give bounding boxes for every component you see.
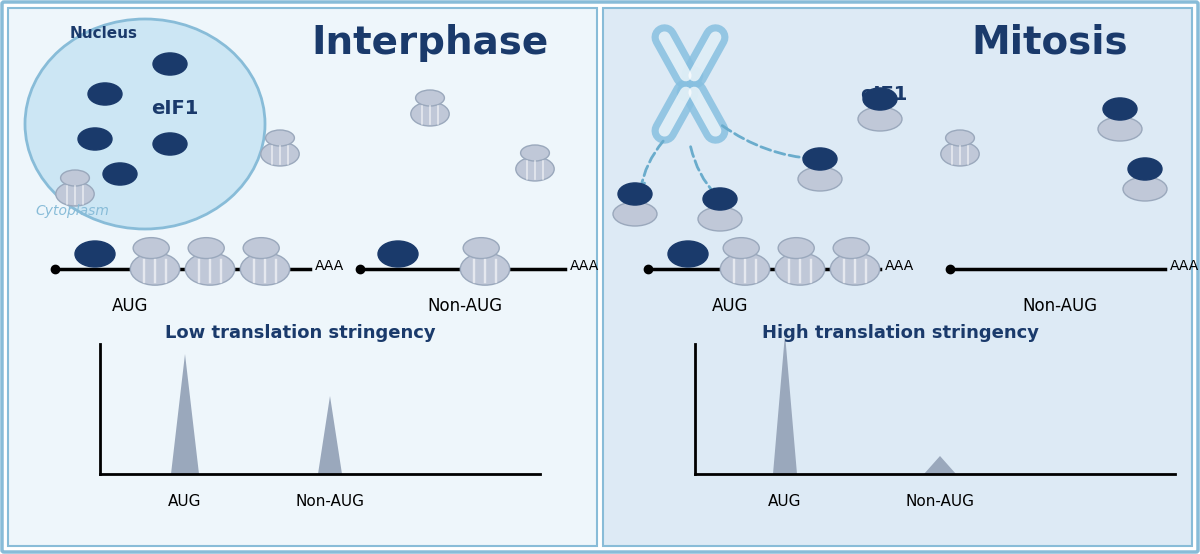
Text: Cytoplasm: Cytoplasm [35, 204, 109, 218]
Ellipse shape [1128, 158, 1162, 180]
Ellipse shape [25, 19, 265, 229]
Ellipse shape [461, 253, 510, 285]
Ellipse shape [830, 253, 880, 285]
Ellipse shape [803, 148, 838, 170]
Polygon shape [318, 396, 342, 474]
Ellipse shape [941, 142, 979, 166]
Ellipse shape [60, 170, 90, 186]
Text: AUG: AUG [712, 297, 749, 315]
FancyBboxPatch shape [8, 8, 598, 546]
Ellipse shape [463, 238, 499, 259]
Text: AAA: AAA [886, 259, 914, 273]
Ellipse shape [724, 238, 760, 259]
Ellipse shape [720, 253, 769, 285]
Polygon shape [924, 456, 956, 474]
Text: Mitosis: Mitosis [972, 24, 1128, 62]
Ellipse shape [74, 241, 115, 267]
Ellipse shape [78, 128, 112, 150]
Ellipse shape [698, 207, 742, 231]
Ellipse shape [858, 107, 902, 131]
Ellipse shape [798, 167, 842, 191]
Text: AUG: AUG [112, 297, 149, 315]
Text: Low translation stringency: Low translation stringency [164, 324, 436, 342]
Ellipse shape [260, 142, 299, 166]
Ellipse shape [863, 88, 898, 110]
Ellipse shape [1123, 177, 1166, 201]
Ellipse shape [833, 238, 869, 259]
Ellipse shape [133, 238, 169, 259]
Text: Nucleus: Nucleus [70, 26, 138, 41]
Ellipse shape [521, 145, 550, 161]
Ellipse shape [154, 133, 187, 155]
Polygon shape [172, 354, 199, 474]
Ellipse shape [185, 253, 235, 285]
Text: Non-AUG: Non-AUG [906, 494, 974, 509]
Text: Interphase: Interphase [311, 24, 548, 62]
Text: Non-AUG: Non-AUG [427, 297, 503, 315]
Ellipse shape [1098, 117, 1142, 141]
Ellipse shape [778, 238, 815, 259]
Text: High translation stringency: High translation stringency [762, 324, 1038, 342]
Ellipse shape [1103, 98, 1138, 120]
Text: AAA: AAA [570, 259, 599, 273]
Ellipse shape [240, 253, 289, 285]
Ellipse shape [946, 130, 974, 146]
Ellipse shape [103, 163, 137, 185]
Polygon shape [773, 334, 797, 474]
Text: AUG: AUG [168, 494, 202, 509]
Ellipse shape [775, 253, 824, 285]
Ellipse shape [415, 90, 444, 106]
Text: eIF1: eIF1 [860, 85, 907, 104]
Ellipse shape [378, 241, 418, 267]
Ellipse shape [88, 83, 122, 105]
Ellipse shape [668, 241, 708, 267]
Ellipse shape [265, 130, 294, 146]
Text: eIF1: eIF1 [151, 100, 199, 119]
Ellipse shape [613, 202, 658, 226]
Text: AAA: AAA [314, 259, 344, 273]
Ellipse shape [131, 253, 180, 285]
Ellipse shape [55, 182, 95, 206]
Ellipse shape [516, 157, 554, 181]
FancyBboxPatch shape [604, 8, 1192, 546]
Ellipse shape [244, 238, 280, 259]
Ellipse shape [703, 188, 737, 210]
Ellipse shape [410, 102, 449, 126]
Text: Non-AUG: Non-AUG [1022, 297, 1098, 315]
Text: AUG: AUG [768, 494, 802, 509]
Ellipse shape [188, 238, 224, 259]
Text: Non-AUG: Non-AUG [295, 494, 365, 509]
Ellipse shape [618, 183, 652, 205]
Text: AAA: AAA [1170, 259, 1199, 273]
Ellipse shape [154, 53, 187, 75]
